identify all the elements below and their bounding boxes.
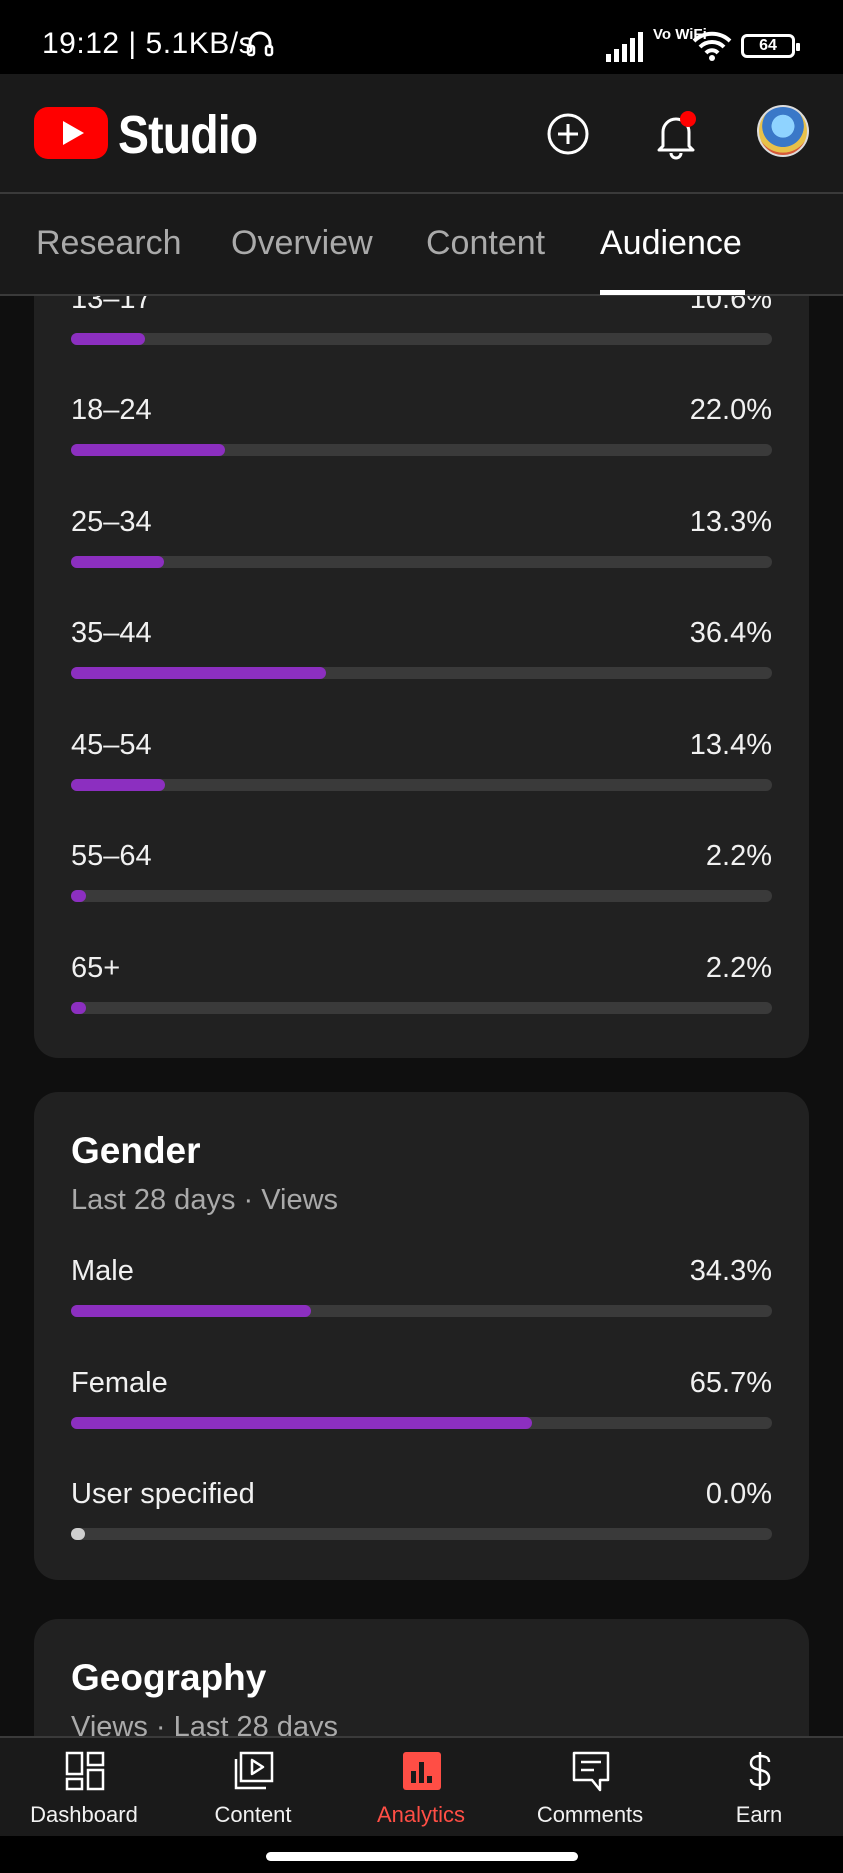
age-value: 22.0%: [689, 394, 772, 426]
age-value: 2.2%: [705, 952, 772, 984]
nav-content[interactable]: Content: [178, 1738, 328, 1838]
age-row: 25–34 13.3%: [71, 506, 772, 586]
age-label: 65+: [71, 952, 121, 984]
tab-overview[interactable]: Overview: [231, 224, 373, 262]
bar-track: [71, 1305, 772, 1317]
gender-row: Female 65.7%: [71, 1367, 772, 1447]
home-gesture-bar[interactable]: [266, 1852, 578, 1861]
geography-title: Geography: [71, 1657, 267, 1698]
comments-icon: [572, 1751, 610, 1792]
bar-track: [71, 1417, 772, 1429]
vowifi-label: Vo WiFi: [653, 26, 707, 43]
tab-bar: Research Overview Content Audience: [0, 194, 843, 296]
nav-label: Analytics: [376, 1802, 466, 1827]
gender-row: User specified 0.0%: [71, 1478, 772, 1558]
bottom-nav: Dashboard Content Analytics Comments: [0, 1736, 843, 1836]
battery-indicator: 64: [741, 34, 800, 58]
create-icon[interactable]: [540, 106, 596, 162]
age-row: 18–24 22.0%: [71, 394, 772, 474]
nav-analytics[interactable]: Analytics: [346, 1738, 496, 1838]
bar-track: [71, 890, 772, 902]
bar-fill: [71, 444, 226, 456]
bar-fill: [71, 1002, 87, 1014]
status-bar: 19:12 | 5.1KB/s Vo WiFi 64: [0, 0, 843, 74]
age-row: 45–54 13.4%: [71, 729, 772, 809]
nav-comments[interactable]: Comments: [515, 1738, 665, 1838]
content-icon: [234, 1751, 274, 1790]
age-value: 2.2%: [705, 840, 772, 872]
gender-label: User specified: [71, 1478, 255, 1510]
age-row: 65+ 2.2%: [71, 952, 772, 1032]
gender-value: 34.3%: [689, 1255, 772, 1287]
age-label: 18–24: [71, 394, 152, 426]
bar-track: [71, 556, 772, 568]
nav-label: Earn: [735, 1802, 783, 1827]
earn-icon: [749, 1752, 771, 1790]
main-content[interactable]: 13–17 10.6% 18–24 22.0% 25–34 13.3% 35–4…: [0, 296, 843, 1736]
tab-research[interactable]: Research: [36, 224, 182, 262]
age-label: 25–34: [71, 506, 152, 538]
analytics-icon: [403, 1752, 441, 1790]
bar-track: [71, 1002, 772, 1014]
bar-fill: [71, 556, 165, 568]
gender-card: Gender Last 28 days · Views Male 34.3% F…: [34, 1092, 809, 1580]
tab-audience[interactable]: Audience: [600, 224, 742, 262]
age-label: 35–44: [71, 617, 152, 649]
avatar[interactable]: [757, 105, 809, 157]
bar-track: [71, 333, 772, 345]
bar-zero-dot: [71, 1528, 85, 1540]
bar-fill: [71, 333, 146, 345]
nav-label: Dashboard: [30, 1802, 138, 1827]
bar-fill: [71, 779, 165, 791]
nav-earn[interactable]: Earn: [684, 1738, 834, 1838]
geography-card: Geography Views · Last 28 days: [34, 1619, 809, 1736]
age-value: 13.4%: [689, 729, 772, 761]
age-label: 13–17: [71, 296, 152, 315]
nav-dashboard[interactable]: Dashboard: [9, 1738, 159, 1838]
gender-value: 0.0%: [705, 1478, 772, 1510]
dashboard-icon: [65, 1751, 105, 1791]
age-label: 45–54: [71, 729, 152, 761]
bar-fill: [71, 890, 87, 902]
signal-icon: [606, 32, 643, 62]
gender-value: 65.7%: [689, 1367, 772, 1399]
active-tab-indicator: [600, 290, 745, 295]
status-time: 19:12 | 5.1KB/s: [42, 27, 255, 60]
youtube-logo-icon: [34, 107, 108, 159]
nav-label: Comments: [536, 1802, 644, 1827]
geography-subtitle: Views · Last 28 days: [71, 1711, 339, 1736]
gender-subtitle: Last 28 days · Views: [71, 1184, 339, 1216]
bar-fill: [71, 1305, 312, 1317]
bar-track: [71, 444, 772, 456]
gender-label: Female: [71, 1367, 168, 1399]
bar-fill: [71, 1417, 532, 1429]
gender-title: Gender: [71, 1130, 201, 1171]
tab-content[interactable]: Content: [426, 224, 546, 262]
age-row: 35–44 36.4%: [71, 617, 772, 697]
age-label: 55–64: [71, 840, 152, 872]
age-row: 13–17 10.6%: [71, 296, 772, 363]
age-card: 13–17 10.6% 18–24 22.0% 25–34 13.3% 35–4…: [34, 296, 809, 1058]
studio-brand: Studio: [118, 105, 258, 165]
bell-icon[interactable]: [648, 106, 704, 162]
wifi-icon: [692, 31, 732, 61]
gender-row: Male 34.3%: [71, 1255, 772, 1335]
bar-fill: [71, 667, 327, 679]
nav-label: Content: [214, 1802, 292, 1827]
notification-dot: [680, 111, 696, 127]
app-header: Studio: [0, 74, 843, 194]
age-value: 10.6%: [689, 296, 772, 315]
headset-icon: [246, 31, 274, 57]
bar-track: [71, 1528, 772, 1540]
bar-track: [71, 667, 772, 679]
gender-label: Male: [71, 1255, 134, 1287]
age-row: 55–64 2.2%: [71, 840, 772, 920]
age-value: 13.3%: [689, 506, 772, 538]
bar-track: [71, 779, 772, 791]
age-value: 36.4%: [689, 617, 772, 649]
